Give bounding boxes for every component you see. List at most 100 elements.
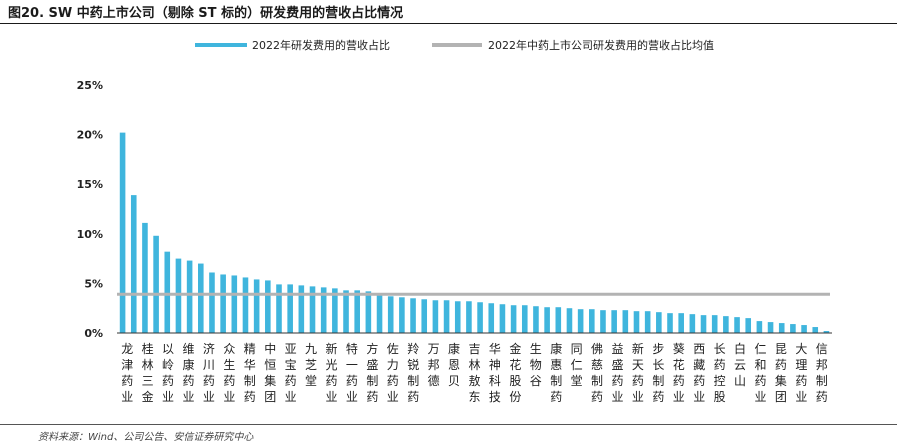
x-category-label: 佛慈制药	[591, 342, 603, 404]
x-category-label: 吉林敖东	[468, 342, 480, 404]
bar	[198, 263, 204, 333]
x-category-label: 康恩贝	[448, 341, 460, 388]
bar	[298, 285, 305, 333]
footer-divider	[0, 424, 897, 425]
x-category-label: 新光药业	[325, 341, 337, 404]
title-divider	[0, 23, 897, 24]
bar	[376, 295, 383, 333]
x-category-label: 方盛制药	[366, 341, 378, 404]
bar	[466, 301, 472, 333]
bar	[142, 222, 148, 333]
bar-series	[119, 132, 830, 333]
bar	[700, 315, 707, 333]
bar	[790, 324, 796, 333]
bar	[711, 315, 718, 333]
x-category-label: 葵花药业	[673, 342, 685, 404]
x-category-label: 济川药业	[203, 341, 215, 404]
bar	[119, 132, 126, 333]
bar	[454, 301, 461, 333]
bar	[678, 313, 684, 333]
x-category-label: 万邦德	[428, 342, 440, 388]
x-category-label: 益盛药业	[611, 342, 623, 404]
y-tick-label: 0%	[84, 327, 103, 340]
bar	[801, 325, 807, 333]
x-category-label: 羚锐制药	[407, 341, 419, 404]
bar	[577, 309, 584, 333]
x-category-label: 桂林三金	[142, 341, 154, 404]
bar	[186, 260, 193, 333]
bar	[767, 322, 774, 333]
x-category-label: 仁和药业	[754, 342, 766, 404]
bar	[823, 331, 830, 333]
x-category-label: 佐力药业	[387, 342, 399, 404]
bar	[387, 296, 394, 333]
bar	[812, 327, 819, 333]
bar	[756, 321, 763, 333]
bar	[611, 310, 617, 333]
bar	[633, 311, 640, 333]
x-category-label: 众生药业	[223, 342, 235, 404]
bar	[365, 291, 372, 333]
bar	[343, 290, 349, 333]
bar	[130, 195, 137, 333]
x-category-label: 信邦制药	[816, 342, 828, 404]
bar	[153, 235, 159, 333]
x-category-label: 昆药集团	[775, 342, 787, 404]
bar	[723, 316, 729, 333]
legend-label-average: 2022年中药上市公司研发费用的营收占比均值	[488, 38, 714, 52]
y-tick-label: 20%	[77, 129, 103, 142]
x-category-label: 特一药业	[346, 341, 358, 404]
bar	[209, 272, 215, 333]
bar	[544, 307, 550, 333]
bar	[287, 284, 293, 333]
y-tick-label: 5%	[84, 277, 103, 290]
bar	[443, 300, 450, 333]
bar	[589, 309, 595, 333]
bar	[399, 297, 405, 333]
bar	[477, 302, 483, 333]
bar	[354, 290, 360, 333]
legend-label-bar: 2022年研发费用的营收占比	[252, 38, 390, 52]
bar	[421, 299, 428, 333]
chart-legend: 2022年研发费用的营收占比 2022年中药上市公司研发费用的营收占比均值	[195, 38, 714, 52]
bar	[689, 314, 696, 333]
bar	[622, 310, 629, 333]
y-axis: 0% 5% 10% 15% 20% 25%	[77, 79, 103, 340]
x-category-label: 维康药业	[182, 342, 194, 404]
bar	[778, 323, 785, 333]
bar	[253, 279, 260, 333]
bar	[600, 310, 606, 333]
y-tick-label: 15%	[77, 178, 103, 191]
bar	[533, 306, 539, 333]
bar	[320, 287, 327, 333]
x-category-label: 华神科技	[489, 342, 501, 404]
bar	[521, 305, 528, 333]
bar	[499, 304, 506, 333]
x-category-label: 金花股份	[509, 341, 521, 404]
x-category-label: 龙津药业	[121, 342, 133, 404]
bar	[667, 313, 673, 333]
x-category-label: 康惠制药	[550, 341, 562, 404]
x-category-label: 大理药业	[795, 342, 807, 404]
bar	[332, 288, 338, 333]
x-category-label: 中恒集团	[264, 341, 276, 404]
x-category-label: 新天药业	[632, 341, 644, 404]
legend-swatch-average	[432, 43, 482, 47]
bar	[644, 311, 651, 333]
bar	[265, 280, 271, 333]
x-category-label: 生物谷	[530, 342, 542, 388]
bar	[410, 298, 416, 333]
bar	[309, 286, 316, 333]
bar	[488, 303, 495, 333]
bar	[164, 251, 171, 333]
category-labels: 龙津药业桂林三金以岭药业维康药业济川药业众生药业精华制药中恒集团亚宝药业九芝堂新…	[121, 341, 828, 404]
bar	[242, 277, 249, 333]
bar	[566, 308, 573, 333]
bar	[745, 318, 752, 333]
bar	[220, 274, 226, 333]
bar	[231, 275, 238, 333]
x-category-label: 同仁堂	[571, 342, 583, 388]
x-category-label: 步长制药	[652, 342, 664, 404]
bar	[432, 300, 439, 333]
